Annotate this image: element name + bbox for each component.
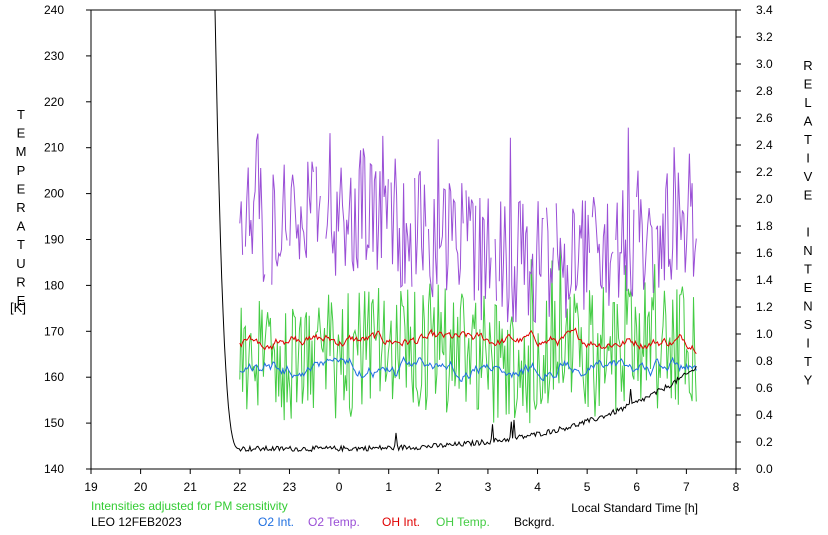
- left-axis-unit: [K]: [10, 300, 26, 315]
- right-tick-label: 0.0: [756, 462, 773, 476]
- right-axis-letter: L: [804, 95, 811, 110]
- right-tick-label: 1.6: [756, 246, 773, 260]
- right-axis-letter: S: [804, 317, 813, 332]
- oh-temp-series: [239, 241, 697, 424]
- right-axis-letter: N: [803, 299, 812, 314]
- x-tick-label: 19: [84, 480, 98, 494]
- right-axis-letter: Y: [804, 373, 813, 388]
- x-tick-label: 23: [283, 480, 297, 494]
- o2-intensity-series: [239, 356, 697, 383]
- right-axis-letter: T: [804, 132, 812, 147]
- right-axis-letter: V: [804, 169, 813, 184]
- right-axis-letter: N: [803, 243, 812, 258]
- left-axis-letter: R: [16, 274, 25, 289]
- x-tick-label: 6: [633, 480, 640, 494]
- left-axis-letter: T: [17, 237, 25, 252]
- x-tick-label: 5: [584, 480, 591, 494]
- background-series: [214, 9, 697, 453]
- right-tick-label: 0.2: [756, 435, 773, 449]
- x-tick-label: 22: [233, 480, 247, 494]
- right-tick-label: 2.2: [756, 165, 773, 179]
- x-tick-label: 2: [435, 480, 442, 494]
- left-tick-label: 140: [44, 462, 64, 476]
- right-tick-label: 3.0: [756, 57, 773, 71]
- left-axis-letter: U: [16, 256, 25, 271]
- left-axis-letter: E: [17, 181, 26, 196]
- right-tick-label: 0.8: [756, 354, 773, 368]
- o2-temp-series: [239, 127, 697, 324]
- pm-sensitivity-note: Intensities adjusted for PM sensitivity: [91, 499, 288, 513]
- legend-item: OH Temp.: [436, 515, 490, 529]
- left-axis-letter: E: [17, 126, 26, 141]
- x-tick-label: 21: [184, 480, 198, 494]
- left-tick-label: 220: [44, 95, 64, 109]
- right-axis-letter: A: [804, 114, 813, 129]
- legend: O2 Int. O2 Temp. OH Int. OH Temp. Bckgrd.: [258, 515, 555, 529]
- right-axis-letter: I: [806, 151, 810, 166]
- station-date: LEO 12FEB2023: [91, 515, 182, 529]
- x-tick-label: 8: [733, 480, 740, 494]
- left-axis-letter: E: [17, 293, 26, 308]
- x-tick-label: 0: [336, 480, 343, 494]
- left-axis-ticks: 140 150 160 170 180 190 200 210 220 230 240: [44, 3, 91, 476]
- legend-item: Bckgrd.: [514, 515, 555, 529]
- right-axis-letter: I: [806, 225, 810, 240]
- left-tick-label: 180: [44, 278, 64, 292]
- right-tick-label: 2.0: [756, 192, 773, 206]
- x-tick-label: 20: [134, 480, 148, 494]
- left-tick-label: 210: [44, 141, 64, 155]
- left-axis-letter: A: [17, 219, 26, 234]
- left-axis-letter: T: [17, 107, 25, 122]
- left-tick-label: 200: [44, 187, 64, 201]
- right-tick-label: 1.4: [756, 273, 773, 287]
- right-tick-label: 1.8: [756, 219, 773, 233]
- right-axis-letter: R: [803, 58, 812, 73]
- x-tick-label: 3: [485, 480, 492, 494]
- left-axis-letter: M: [16, 144, 27, 159]
- right-axis-letter: E: [804, 280, 813, 295]
- right-tick-label: 3.2: [756, 30, 773, 44]
- right-tick-label: 0.6: [756, 381, 773, 395]
- right-tick-label: 3.4: [756, 3, 773, 17]
- right-axis-letter: T: [804, 262, 812, 277]
- legend-item: O2 Int.: [258, 515, 294, 529]
- legend-item: O2 Temp.: [308, 515, 360, 529]
- series-layer: [214, 9, 697, 453]
- right-tick-label: 1.2: [756, 300, 773, 314]
- x-axis-label: Local Standard Time [h]: [571, 501, 698, 515]
- left-tick-label: 230: [44, 49, 64, 63]
- left-axis-letter: P: [17, 163, 26, 178]
- right-tick-label: 2.6: [756, 111, 773, 125]
- left-tick-label: 190: [44, 233, 64, 247]
- x-tick-label: 4: [534, 480, 541, 494]
- oh-intensity-series: [239, 327, 697, 355]
- left-tick-label: 240: [44, 3, 64, 17]
- left-axis-letter: R: [16, 200, 25, 215]
- left-tick-label: 150: [44, 416, 64, 430]
- legend-item: OH Int.: [382, 515, 420, 529]
- x-tick-label: 7: [683, 480, 690, 494]
- right-tick-label: 1.0: [756, 327, 773, 341]
- left-tick-label: 160: [44, 370, 64, 384]
- left-tick-label: 170: [44, 324, 64, 338]
- right-tick-label: 2.8: [756, 84, 773, 98]
- right-tick-label: 0.4: [756, 408, 773, 422]
- x-axis-ticks: 19 20 21 22 23 0 1 2 3 4 5 6 7 8: [84, 469, 740, 494]
- right-axis-ticks: 0.0 0.2 0.4 0.6 0.8 1.0 1.2 1.4 1.6 1.8 2.0 2.2 2.4 2…: [736, 3, 773, 476]
- right-axis-letter: E: [804, 188, 813, 203]
- right-axis-letter: E: [804, 77, 813, 92]
- right-tick-label: 2.4: [756, 138, 773, 152]
- right-axis-letter: T: [804, 354, 812, 369]
- x-tick-label: 1: [385, 480, 392, 494]
- right-axis-letter: I: [806, 336, 810, 351]
